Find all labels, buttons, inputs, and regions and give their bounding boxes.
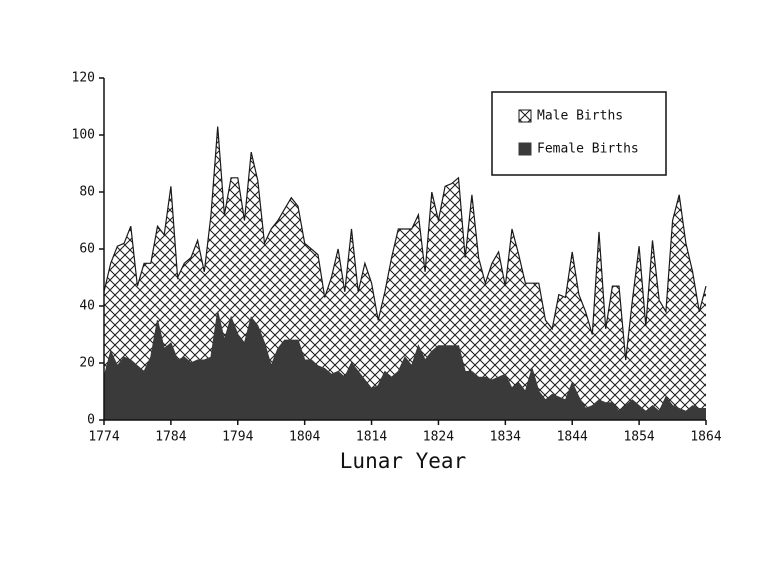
legend-box — [491, 91, 667, 176]
area-line — [103, 126, 707, 361]
x-tick-label: 1824 — [423, 430, 454, 445]
x-tick-label: 1814 — [356, 430, 387, 445]
x-tick-label: 1804 — [289, 430, 320, 445]
y-tick-label: 0 — [87, 413, 95, 428]
legend: Male Births Female Births — [491, 91, 667, 176]
x-tick-label: 1794 — [222, 430, 253, 445]
legend-label: Male Births — [537, 109, 623, 124]
x-tick-label: 1864 — [690, 430, 721, 445]
x-tick-label: 1854 — [623, 430, 654, 445]
x-tick-label: 1784 — [155, 430, 186, 445]
y-tick-label: 60 — [79, 242, 95, 257]
y-tick-label: 80 — [79, 185, 95, 200]
y-tick-label: 20 — [79, 356, 95, 371]
legend-swatch — [518, 109, 532, 123]
y-tick-label: 40 — [79, 299, 95, 314]
y-tick-label: 120 — [72, 71, 95, 86]
area-line — [103, 311, 706, 413]
area-fill — [104, 311, 706, 420]
x-axis-label: Lunar Year — [340, 449, 466, 473]
legend-swatch — [518, 142, 532, 156]
y-tick-label: 100 — [72, 128, 95, 143]
x-tick-label: 1844 — [557, 430, 588, 445]
legend-label: Female Births — [537, 142, 639, 157]
x-tick-label: 1834 — [490, 430, 521, 445]
x-tick-label: 1774 — [88, 430, 119, 445]
